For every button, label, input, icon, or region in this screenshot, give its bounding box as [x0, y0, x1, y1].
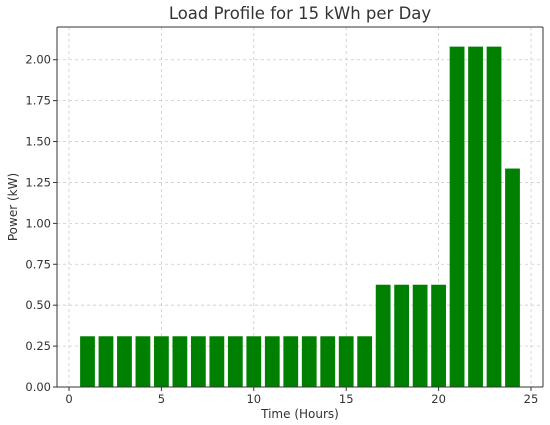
- bar-hour-24: [505, 168, 520, 387]
- y-tick-label: 1.25: [25, 175, 51, 189]
- bar-hour-2: [98, 336, 114, 387]
- x-tick-label: 20: [431, 392, 446, 406]
- bar-hour-21: [449, 46, 465, 388]
- bar-hour-23: [486, 46, 502, 388]
- x-axis-label: Time (Hours): [260, 407, 339, 421]
- bar-hour-10: [246, 336, 262, 387]
- x-tick-label: 10: [246, 392, 261, 406]
- bar-hour-5: [154, 336, 169, 387]
- bar-hour-14: [320, 336, 336, 387]
- bar-hour-4: [135, 336, 151, 387]
- bar-hour-3: [117, 336, 132, 387]
- y-tick-label: 1.00: [25, 216, 51, 230]
- y-tick-label: 1.75: [25, 94, 51, 108]
- bar-hour-20: [431, 284, 446, 387]
- bar-hour-19: [412, 284, 428, 387]
- x-tick-label: 25: [524, 392, 539, 406]
- bar-hour-11: [264, 336, 280, 387]
- x-ticks: 0 5 10 15 20 25: [65, 387, 538, 406]
- y-tick-label: 1.50: [25, 135, 51, 149]
- bar-hour-17: [375, 284, 391, 387]
- bar-hour-18: [394, 284, 410, 387]
- bar-hour-13: [301, 336, 317, 387]
- bar-hour-22: [468, 46, 483, 388]
- bar-hour-8: [209, 336, 225, 387]
- x-tick-label: 15: [339, 392, 354, 406]
- y-tick-label: 0.75: [25, 257, 51, 271]
- bar-hour-16: [357, 336, 373, 387]
- y-tick-label: 0.00: [25, 380, 51, 394]
- bar-hour-1: [80, 336, 95, 387]
- y-ticks: 0.00 0.25 0.50 0.75 1.00 1.25 1.50 1.75 2.00: [25, 53, 57, 394]
- chart-title: Load Profile for 15 kWh per Day: [169, 4, 432, 23]
- x-tick-label: 0: [65, 392, 72, 406]
- y-tick-label: 2.00: [25, 53, 51, 67]
- bar-hour-12: [283, 336, 299, 387]
- bar-hour-9: [227, 336, 243, 387]
- bar-hour-15: [338, 336, 354, 387]
- x-tick-label: 5: [158, 392, 165, 406]
- bars: [80, 46, 520, 388]
- y-tick-label: 0.50: [25, 298, 51, 312]
- y-axis-label: Power (kW): [6, 173, 20, 241]
- bar-hour-6: [172, 336, 188, 387]
- axes: [56, 26, 544, 388]
- y-tick-label: 0.25: [25, 339, 51, 353]
- bar-hour-7: [190, 336, 206, 387]
